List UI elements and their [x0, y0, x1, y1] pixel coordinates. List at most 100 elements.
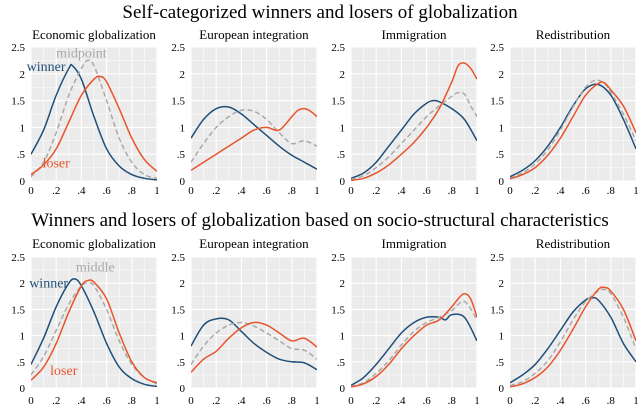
- x-tick-label: 0: [188, 185, 194, 197]
- y-tick-label: 2: [20, 278, 26, 290]
- series-line-loser: [510, 81, 636, 180]
- x-tick-label: .8: [448, 185, 457, 197]
- y-tick-label: 2: [180, 278, 186, 290]
- y-tick-label: .5: [17, 149, 26, 161]
- chart-panel: Redistribution 0 .5 1 1.5 2 2.5 0 .2 .4 .6 .8 1: [490, 27, 639, 197]
- y-tick-label: 1.5: [331, 304, 345, 316]
- x-tick-label: .2: [52, 185, 60, 197]
- y-tick-label: .5: [496, 149, 505, 161]
- y-tick-label: 2: [340, 278, 346, 290]
- panel-title: European integration: [199, 27, 309, 42]
- x-tick-label: .8: [288, 395, 297, 407]
- x-tick-label: 1: [314, 185, 320, 197]
- panel-title: Redistribution: [536, 236, 611, 251]
- y-tick-label: .5: [337, 149, 346, 161]
- series-line-loser: [191, 107, 317, 171]
- y-tick-label: 2.5: [490, 252, 504, 264]
- series-line-midpoint: [191, 109, 317, 163]
- series-line-loser: [510, 286, 636, 388]
- series-line-winner: [191, 317, 317, 371]
- x-tick-label: .8: [607, 185, 616, 197]
- panel-title: European integration: [199, 236, 309, 251]
- x-tick-label: .6: [581, 185, 590, 197]
- y-tick-label: .5: [496, 357, 505, 369]
- y-tick-label: 2: [499, 278, 505, 290]
- x-tick-label: .8: [607, 395, 616, 407]
- panel-title: Economic globalization: [32, 236, 156, 251]
- x-tick-label: .8: [128, 395, 137, 407]
- series-line-winner: [351, 99, 477, 180]
- x-tick-label: .4: [77, 395, 86, 407]
- x-tick-label: .2: [531, 395, 539, 407]
- y-tick-label: 0: [499, 383, 505, 395]
- series-line-winner: [351, 313, 477, 387]
- y-tick-label: 1: [499, 331, 505, 343]
- x-tick-label: 1: [474, 395, 480, 407]
- series-line-loser: [191, 321, 317, 373]
- y-tick-label: 2.5: [171, 42, 185, 54]
- series-annotation-middle: middle: [76, 261, 115, 276]
- x-tick-label: 1: [474, 185, 480, 197]
- chart-panel: Redistribution 0 .5 1 1.5 2 2.5 0 .2 .4 .6 .8 1: [490, 236, 639, 407]
- y-tick-label: 1: [499, 122, 505, 134]
- y-tick-label: 1.5: [171, 96, 185, 108]
- series-annotation-winner: winner: [29, 276, 68, 291]
- series-line-winner: [510, 296, 636, 384]
- x-tick-label: .6: [262, 395, 271, 407]
- y-tick-label: 1.5: [171, 304, 185, 316]
- y-tick-label: .5: [177, 357, 186, 369]
- x-tick-label: .6: [422, 395, 431, 407]
- chart-panel: Immigration 0 .5 1 1.5 2 2.5 0 .2 .4 .6 .8 1: [331, 27, 480, 197]
- x-tick-label: .6: [262, 185, 271, 197]
- series-line-winner: [31, 278, 157, 388]
- x-tick-label: .4: [556, 185, 565, 197]
- x-tick-label: 0: [507, 185, 513, 197]
- y-tick-label: 1: [180, 122, 186, 134]
- panel-title: Immigration: [382, 236, 447, 251]
- y-tick-label: 1.5: [490, 304, 504, 316]
- x-tick-label: 0: [348, 395, 354, 407]
- series-annotation-loser: loser: [43, 157, 71, 172]
- x-tick-label: 0: [507, 395, 513, 407]
- x-tick-label: 0: [28, 395, 34, 407]
- y-tick-label: 2.5: [331, 42, 345, 54]
- x-tick-label: .4: [397, 185, 406, 197]
- series-line-loser: [351, 292, 477, 388]
- y-tick-label: 0: [340, 383, 346, 395]
- y-tick-label: 0: [499, 176, 505, 188]
- y-tick-label: 2.5: [331, 252, 345, 264]
- y-tick-label: 2: [180, 69, 186, 81]
- x-tick-label: .4: [77, 185, 86, 197]
- x-tick-label: .8: [288, 185, 297, 197]
- y-tick-label: 0: [180, 176, 186, 188]
- y-tick-label: .5: [177, 149, 186, 161]
- panel-title: Redistribution: [536, 27, 611, 42]
- y-tick-label: 2: [499, 69, 505, 81]
- series-line-middle: [510, 288, 636, 387]
- series-annotation-winner: winner: [27, 60, 66, 75]
- y-tick-label: 0: [20, 176, 26, 188]
- y-tick-label: 2.5: [11, 42, 25, 54]
- y-tick-label: 1: [20, 331, 26, 343]
- y-tick-label: 1: [340, 331, 346, 343]
- y-tick-label: .5: [17, 357, 26, 369]
- y-tick-label: 1.5: [11, 96, 25, 108]
- series-line-midpoint: [510, 79, 636, 180]
- x-tick-label: .6: [422, 185, 431, 197]
- x-tick-label: .2: [212, 395, 220, 407]
- series-line-midpoint: [351, 91, 477, 181]
- x-tick-label: .4: [556, 395, 565, 407]
- series-line-midpoint: [31, 59, 157, 180]
- y-tick-label: 1.5: [331, 96, 345, 108]
- x-tick-label: 1: [633, 395, 639, 407]
- series-line-middle: [351, 300, 477, 388]
- x-tick-label: 1: [154, 185, 160, 197]
- y-tick-label: 1.5: [11, 304, 25, 316]
- series-line-loser: [31, 279, 157, 384]
- chart-panel: Immigration 0 .5 1 1.5 2 2.5 0 .2 .4 .6 .8 1: [331, 236, 480, 407]
- panel-title: Economic globalization: [32, 27, 156, 42]
- series-line-middle: [31, 282, 157, 385]
- y-tick-label: 1.5: [490, 96, 504, 108]
- x-tick-label: 1: [314, 395, 320, 407]
